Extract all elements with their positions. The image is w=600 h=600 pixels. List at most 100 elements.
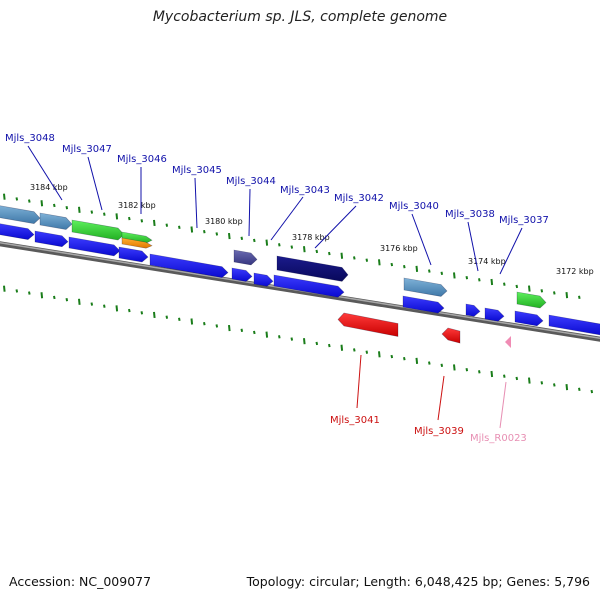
scale-tick-label: 3172 kbp (556, 267, 594, 276)
accession-text: Accession: NC_009077 (9, 574, 152, 589)
lower-gc-tick (65, 297, 69, 302)
gene-label-bottom: Mjls_R0023 (470, 433, 527, 444)
upper-gc-tick (228, 232, 231, 240)
leader-line (248, 188, 251, 237)
lower-gc-tick (53, 295, 56, 300)
lower-gc-tick (203, 322, 206, 326)
lower-gc-tick (78, 298, 81, 305)
upper-gc-tick (428, 269, 431, 273)
feature-block-steel (0, 205, 41, 224)
upper-gc-tick (128, 216, 131, 221)
lower-gc-tick (290, 337, 294, 341)
upper-gc-tick (140, 219, 144, 223)
lower-gc-tick (3, 285, 6, 292)
lower-gc-tick (478, 370, 481, 374)
lower-gc-tick (365, 350, 369, 354)
upper-gc-tick (290, 245, 294, 249)
scale-tick-label: 3178 kbp (292, 233, 330, 242)
feature-block-green (121, 231, 153, 244)
upper-gc-tick (578, 295, 581, 300)
lower-gc-tick (103, 304, 106, 308)
gene-label-top: Mjls_3044 (226, 176, 276, 187)
upper-gc-tick (303, 246, 306, 253)
leader-line (356, 354, 362, 409)
upper-gc-tick (353, 256, 356, 260)
lower-gc-tick (190, 318, 194, 325)
leader-line (27, 145, 63, 201)
cds-arrow (465, 303, 481, 317)
upper-gc-tick (440, 271, 444, 275)
gene-label-top: Mjls_3047 (62, 144, 112, 155)
gene-label-top: Mjls_3037 (499, 215, 549, 226)
upper-gc-tick (403, 265, 406, 269)
genome-summary: Topology: circular; Length: 6,048,425 bp… (246, 574, 590, 589)
lower-gc-tick (553, 383, 556, 387)
lower-gc-tick (315, 341, 319, 346)
upper-gc-tick (28, 199, 31, 203)
scale-tick-label: 3184 kbp (30, 183, 68, 192)
gene-label-top: Mjls_3040 (389, 201, 439, 212)
lower-gc-tick (390, 354, 394, 359)
upper-gc-tick (3, 193, 6, 200)
lower-gc-tick (15, 289, 19, 293)
lower-gc-tick (378, 351, 381, 358)
upper-gc-tick (278, 243, 281, 247)
upper-gc-tick (178, 225, 181, 230)
lower-gc-tick (565, 384, 569, 391)
cds-arrow (514, 310, 544, 327)
gene-label-top: Mjls_3042 (334, 193, 384, 204)
feature-block-steel (39, 212, 73, 230)
upper-gc-tick (553, 291, 556, 295)
lower-gc-tick (215, 324, 219, 328)
lower-gc-tick (128, 308, 131, 313)
cds-arrow (273, 274, 345, 298)
backbone-line (0, 241, 600, 342)
upper-gc-tick (215, 232, 219, 236)
upper-gc-tick (540, 289, 544, 293)
lower-gc-tick (40, 292, 44, 299)
feature-block-green (516, 291, 547, 309)
scale-tick-label: 3182 kbp (118, 201, 156, 210)
lower-gc-tick (165, 315, 169, 319)
cds-arrow (231, 267, 253, 282)
upper-gc-tick (365, 258, 369, 262)
rna-arrow-mjls-3039 (441, 327, 461, 344)
cds-arrow (402, 295, 445, 314)
lower-gc-tick (503, 374, 506, 378)
lower-gc-tick (265, 331, 269, 338)
cds-arrow (118, 246, 149, 263)
lower-gc-tick (340, 344, 344, 351)
upper-gc-tick (315, 249, 319, 254)
genome-backbone (0, 241, 600, 342)
leader-line (499, 227, 523, 275)
scale-ticks (3, 193, 594, 394)
lower-gc-tick (115, 305, 119, 312)
cds-arrow (0, 223, 35, 240)
gene-features (0, 205, 600, 348)
leader-line (194, 177, 198, 229)
lower-gc-tick (140, 311, 144, 315)
gene-label-bottom: Mjls_3041 (330, 415, 380, 426)
lower-gc-tick (428, 361, 431, 365)
rna-arrow-mjls-3041 (337, 312, 399, 337)
leader-line (270, 196, 304, 241)
upper-gc-tick (40, 200, 44, 207)
genome-title: Mycobacterium sp. JLS, complete genome (152, 9, 448, 25)
gene-label-top: Mjls_3043 (280, 185, 330, 196)
upper-gc-tick (203, 230, 206, 234)
upper-gc-tick (503, 282, 506, 286)
upper-gc-tick (528, 285, 531, 292)
scale-tick-label: 3180 kbp (205, 217, 243, 226)
gene-label-top: Mjls_3045 (172, 165, 222, 176)
leader-line (411, 213, 432, 266)
lower-gc-tick (90, 302, 94, 306)
upper-gc-tick (90, 210, 94, 214)
cds-arrow (548, 314, 600, 336)
lower-gc-tick (28, 291, 31, 295)
lower-gc-tick (415, 357, 419, 364)
upper-gc-tick (103, 212, 106, 216)
leader-line (87, 156, 103, 211)
upper-gc-tick (478, 278, 481, 282)
upper-gc-tick (515, 284, 519, 289)
upper-gc-tick (490, 278, 494, 286)
